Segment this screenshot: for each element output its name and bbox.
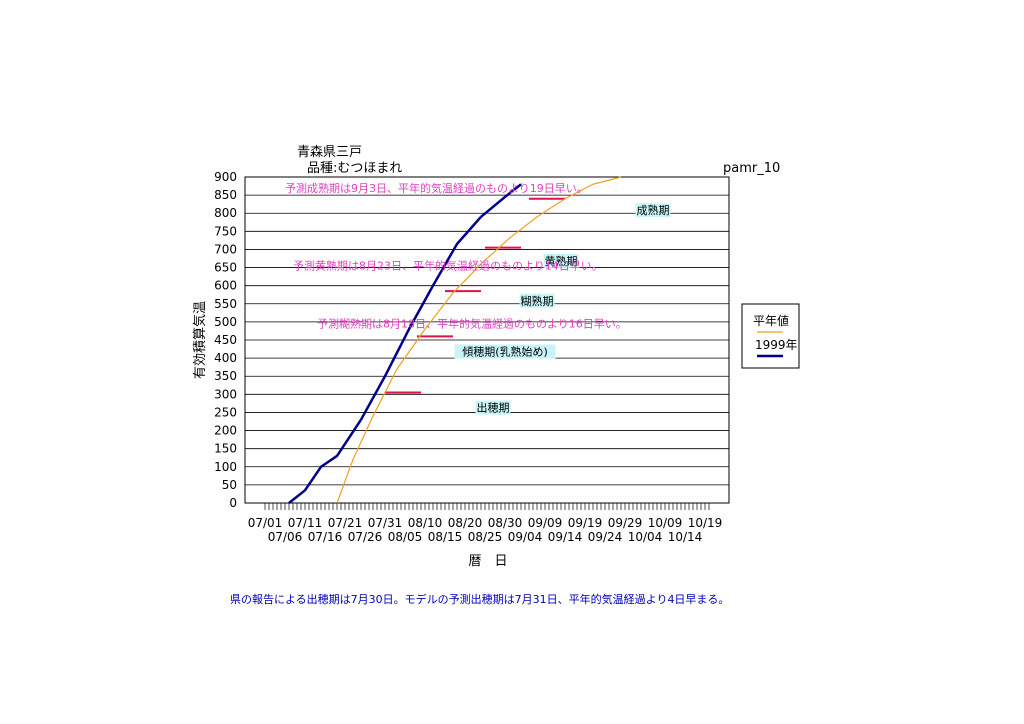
phase-label: 黄熟期 [545, 254, 578, 268]
y-tick-label: 550 [214, 297, 237, 311]
y-tick-label: 850 [214, 188, 237, 202]
y-axis: 0 50 100 150 200 250 300 350 400 450 500 550 600 650 7… [214, 170, 237, 510]
phase-label-bg [454, 344, 556, 359]
x-tick-label: 08/15 [428, 530, 463, 544]
y-tick-label: 650 [214, 261, 237, 275]
x-tick-label: 07/01 [248, 516, 283, 530]
x-tick-label: 09/29 [608, 516, 643, 530]
x-tick-label: 09/19 [568, 516, 603, 530]
series-lines [288, 176, 622, 504]
annotations: 予測成熟期は9月3日、平年的気温経過のものより19日早い。予測黄熟期は8月23日… [285, 181, 627, 331]
y-tick-label: 700 [214, 242, 237, 256]
phase-label-bg [519, 293, 555, 308]
annotation: 予測糊熟期は8月18日、平年的気温経過のものより16日早い。 [317, 317, 627, 331]
plot-area [244, 176, 730, 504]
annotation: 予測成熟期は9月3日、平年的気温経過のものより19日早い。 [285, 181, 588, 195]
y-tick-label: 350 [214, 369, 237, 383]
x-tick-label: 10/04 [628, 530, 663, 544]
footer-note: 県の報告による出穂期は7月30日。モデルの予測出穂期は7月31日、平年的気温経過… [230, 592, 729, 606]
series-line-1999 [288, 183, 522, 504]
phase-label-bg [635, 203, 671, 218]
x-tick-label: 09/14 [548, 530, 583, 544]
y-tick-label: 750 [214, 224, 237, 238]
phase-lines [385, 197, 565, 394]
legend: 平年値 1999年 [741, 303, 800, 369]
phase-label-bg [475, 400, 511, 415]
y-tick-label: 150 [214, 442, 237, 456]
legend-label-normal: 平年値 [753, 313, 789, 328]
x-tick-label: 09/04 [508, 530, 543, 544]
x-tick-label: 07/26 [348, 530, 383, 544]
legend-label-1999: 1999年 [755, 338, 798, 352]
y-tick-label: 100 [214, 460, 237, 474]
x-tick-label: 08/10 [408, 516, 443, 530]
y-axis-label: 有効積算気温 [192, 301, 208, 379]
phase-label: 糊熟期 [521, 294, 554, 308]
x-tick-label: 08/20 [448, 516, 483, 530]
x-tick-label: 07/16 [308, 530, 343, 544]
gridlines [245, 176, 729, 504]
y-tick-label: 50 [222, 478, 237, 492]
x-tick-label: 07/21 [328, 516, 363, 530]
x-tick-label: 09/09 [528, 516, 563, 530]
chart-subtitle: 品種:むつほまれ [307, 160, 402, 176]
y-tick-label: 0 [229, 496, 237, 510]
y-tick-label: 400 [214, 351, 237, 365]
y-tick-label: 500 [214, 315, 237, 329]
y-tick-label: 300 [214, 387, 237, 401]
annotation: 予測黄熟期は8月23日、平年的気温経過のものより14日早い。 [293, 259, 603, 273]
phase-label: 傾穂期(乳熟始め) [462, 344, 548, 358]
x-tick-label: 07/06 [268, 530, 303, 544]
x-tick-label: 07/11 [288, 516, 323, 530]
y-tick-label: 200 [214, 424, 237, 438]
series-line-normal [336, 176, 622, 504]
phase-label: 成熟期 [637, 203, 670, 217]
y-tick-label: 800 [214, 206, 237, 220]
x-tick-label: 07/31 [368, 516, 403, 530]
x-tick-label: 10/19 [688, 516, 723, 530]
x-tick-label: 09/24 [588, 530, 623, 544]
y-tick-label: 900 [214, 170, 237, 184]
corner-label: pamr_10 [723, 161, 780, 176]
phase-label-bg [543, 253, 579, 268]
x-tick-label: 08/25 [468, 530, 503, 544]
x-tick-label: 08/05 [388, 530, 423, 544]
phase-label: 出穂期 [477, 401, 510, 415]
x-tick-label: 08/30 [488, 516, 523, 530]
legend-box [741, 303, 800, 369]
chart-title: 青森県三戸 [297, 145, 362, 160]
x-axis: 07/01 07/11 07/21 07/31 08/10 08/20 08/30 09/09… [248, 503, 723, 544]
y-tick-label: 600 [214, 279, 237, 293]
x-axis-label: 暦 日 [468, 554, 507, 569]
y-tick-label: 450 [214, 333, 237, 347]
phase-labels: 出穂期 傾穂期(乳熟始め) 糊熟期 黄熟期 成熟期 [454, 203, 671, 415]
y-tick-label: 250 [214, 405, 237, 419]
x-tick-label: 10/09 [648, 516, 683, 530]
x-tick-label: 10/14 [668, 530, 703, 544]
